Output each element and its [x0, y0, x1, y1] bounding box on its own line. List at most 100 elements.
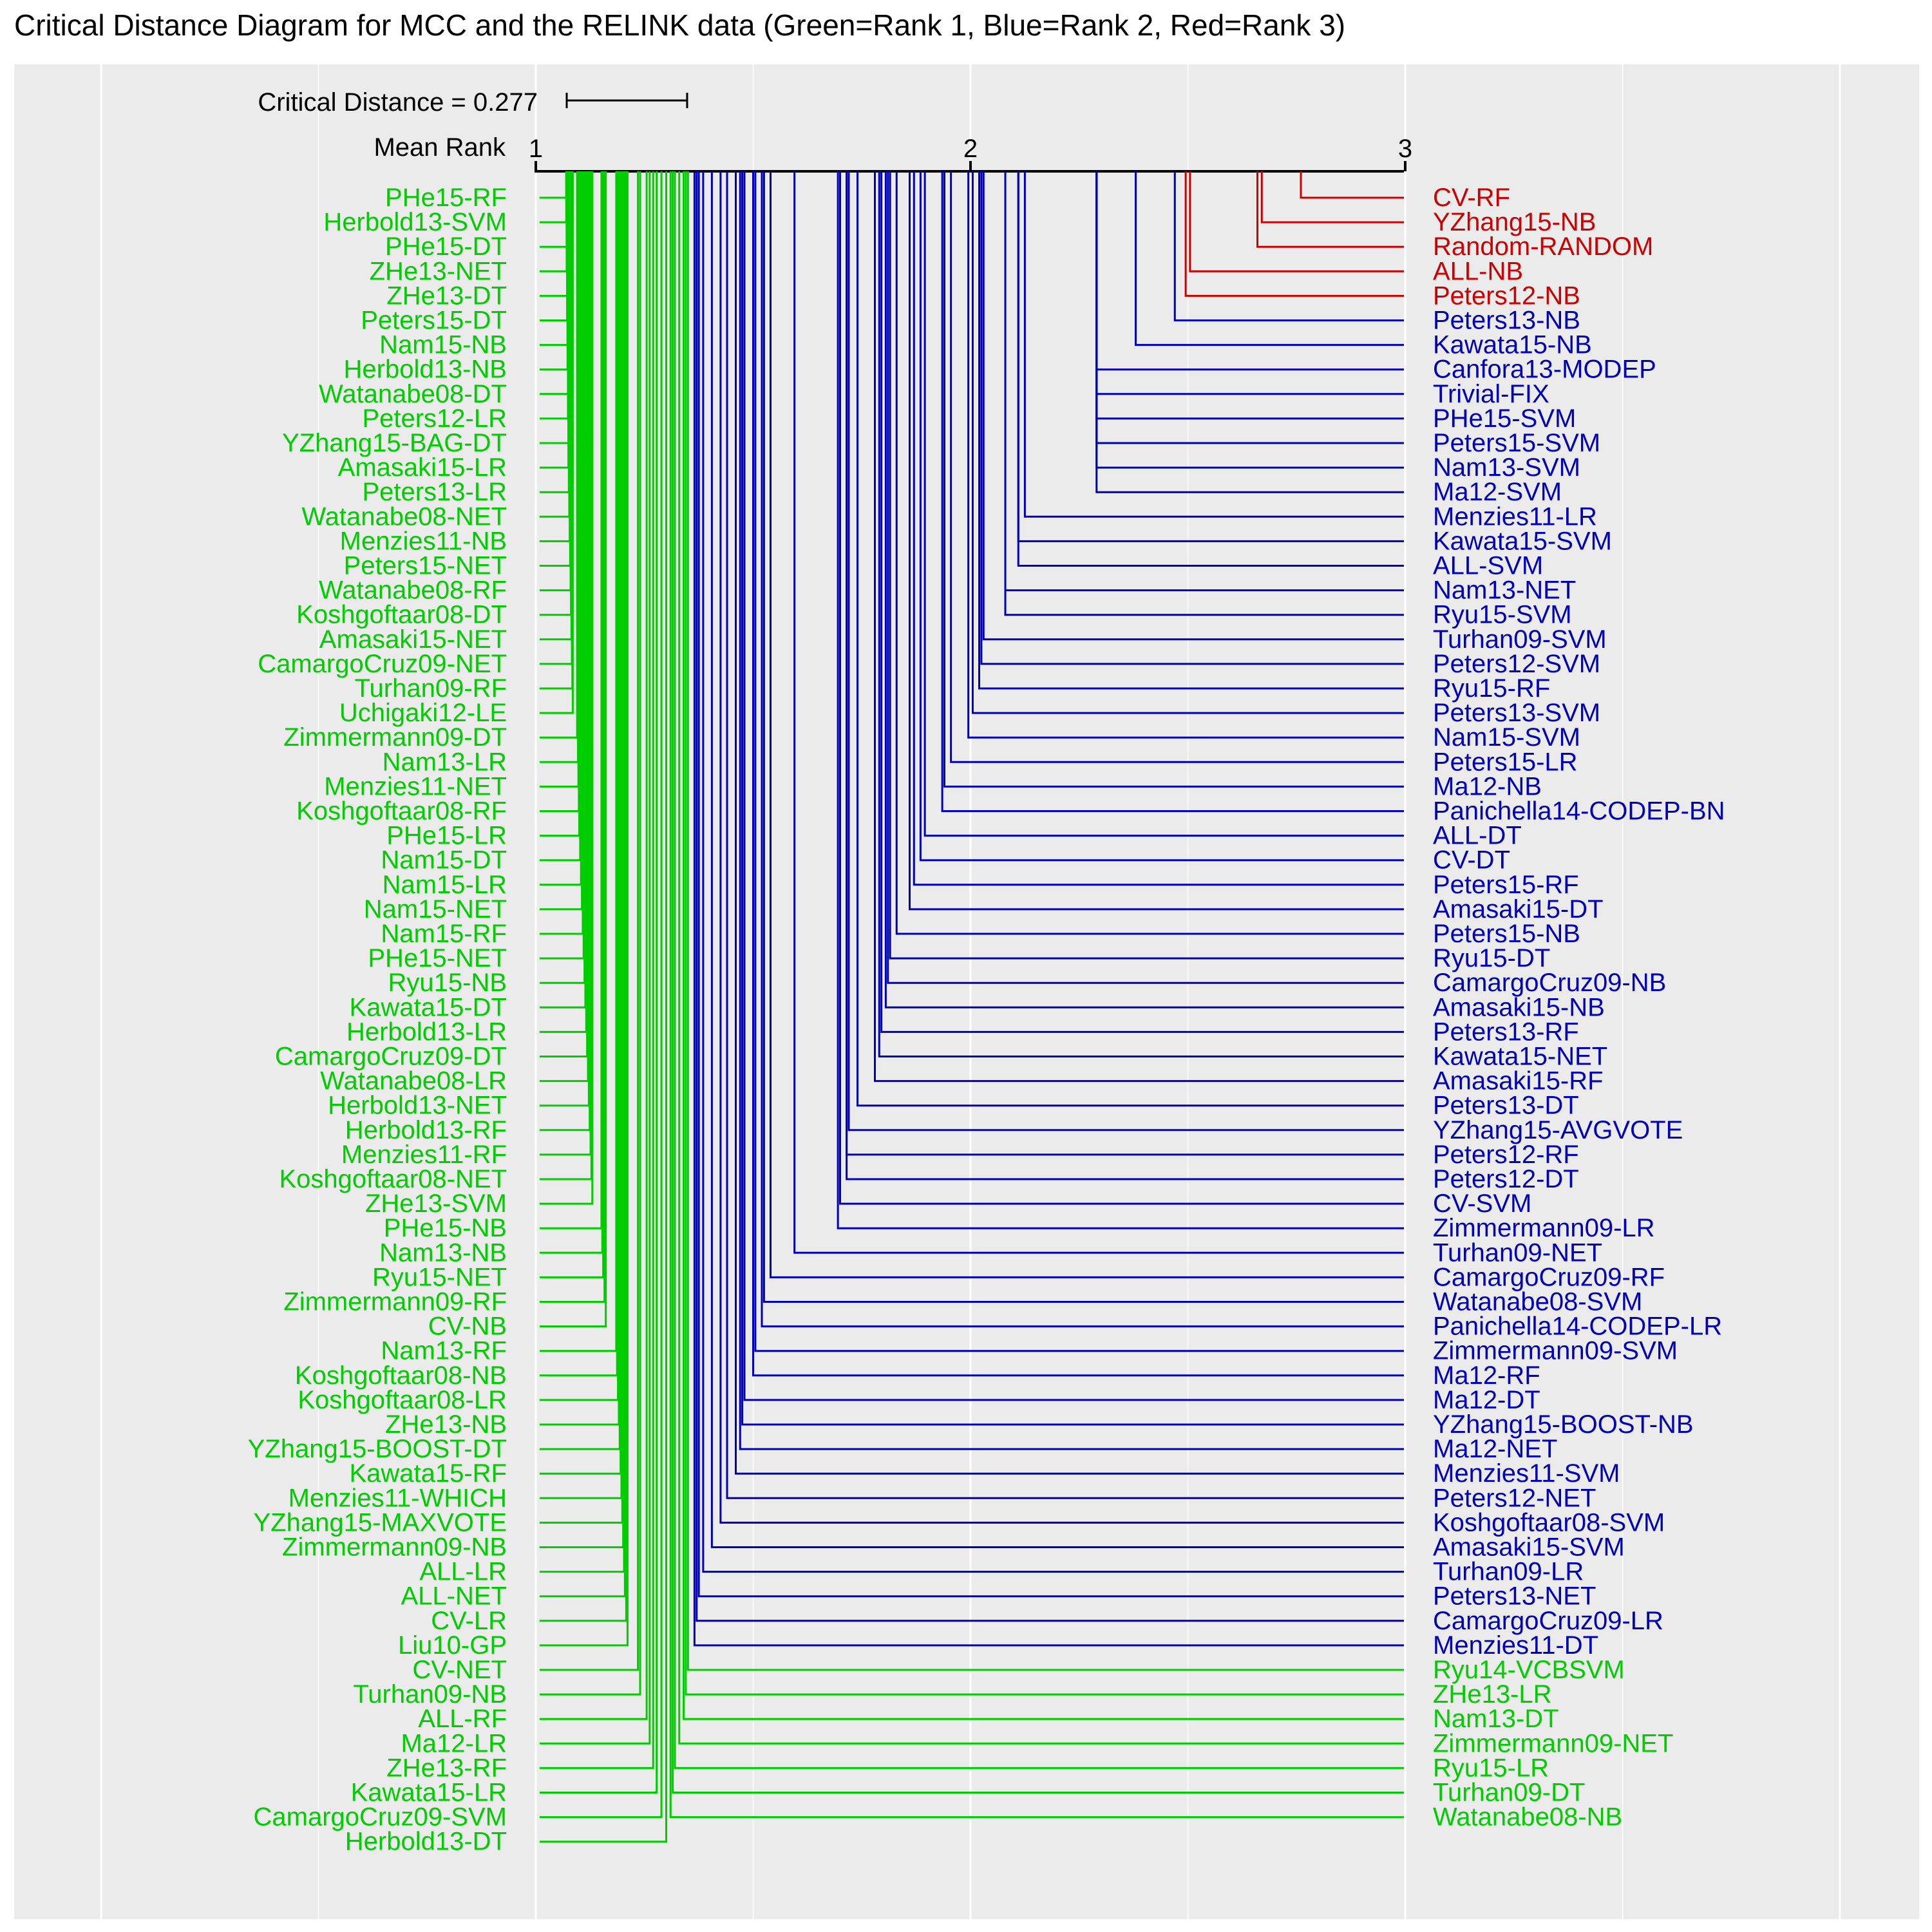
rank-connector-line [669, 171, 1404, 1819]
rank-connector-line [874, 171, 1404, 1083]
rank-connector-line [971, 171, 1404, 714]
method-label: Nam13-NB [379, 1238, 507, 1267]
method-label: Nam15-NET [364, 895, 507, 923]
method-label: Liu10-GP [398, 1631, 507, 1660]
rank-connector-line [839, 171, 1404, 1205]
method-label: CamargoCruz09-NB [1433, 969, 1666, 997]
method-label: ALL-LR [419, 1558, 507, 1586]
method-label: Zimmermann09-RF [283, 1288, 507, 1316]
method-label: Ryu15-DT [1433, 944, 1550, 972]
chart-title: Critical Distance Diagram for MCC and th… [14, 8, 1346, 42]
rank-connector-line [1189, 171, 1404, 272]
rank-connector-line [919, 171, 1404, 862]
rank-connector-line [1004, 171, 1404, 616]
method-label: Uchigaki12-LE [339, 699, 507, 727]
method-label: Amasaki15-DT [1433, 895, 1604, 923]
method-label: CamargoCruz09-RF [1433, 1263, 1665, 1291]
rank-connector-line [702, 171, 1404, 1573]
method-label: Ryu14-VCBSVM [1433, 1656, 1625, 1684]
method-label: Menzies11-WHICH [289, 1484, 507, 1512]
method-label: Peters13-NB [1433, 307, 1580, 335]
method-label: Menzies11-DT [1433, 1631, 1598, 1660]
rank-connector-line [540, 171, 648, 1720]
rank-connector-line [710, 171, 1404, 1548]
rank-connector-line [895, 171, 1404, 935]
rank-connector-line [980, 171, 1404, 665]
method-label: Turhan09-LR [1433, 1558, 1584, 1586]
method-label: Menzies11-RF [341, 1141, 507, 1169]
rank-connector-line [1256, 171, 1404, 248]
method-label: Kawata15-NB [1433, 331, 1592, 359]
method-label: Peters12-RF [1433, 1141, 1579, 1169]
method-label: Amasaki15-LR [338, 453, 507, 482]
method-label: ZHe13-DT [386, 281, 507, 310]
method-label: Zimmermann09-DT [283, 723, 507, 752]
method-label: Kawata15-DT [349, 993, 507, 1021]
rank-connector-line [540, 171, 626, 1598]
method-label: Turhan09-DT [1433, 1779, 1585, 1807]
method-label: Herbold13-NET [328, 1092, 507, 1120]
method-label: Watanabe08-NB [1433, 1803, 1622, 1832]
rank-connector-line [793, 171, 1404, 1254]
method-label: YZhang15-BOOST-DT [248, 1435, 507, 1463]
method-label: ALL-SVM [1433, 552, 1543, 580]
method-label: Herbold13-LR [346, 1018, 507, 1046]
method-label: YZhang15-AVGVOTE [1433, 1116, 1683, 1144]
method-label: ZHe13-RF [386, 1754, 507, 1782]
plot-panel [14, 64, 1919, 1919]
method-label: Ma12-RF [1433, 1361, 1540, 1390]
rank-connector-line [540, 171, 605, 1278]
method-label: Zimmermann09-NB [282, 1533, 507, 1562]
method-label: Turhan09-NB [353, 1680, 507, 1709]
rank-connector-line [741, 171, 1404, 1426]
rank-connector-line [950, 171, 1404, 763]
rank-connector-line [540, 171, 663, 1819]
rank-connector-line [848, 171, 1404, 1132]
method-label: Herbold13-NB [344, 355, 507, 384]
rank-connector-line [770, 171, 1404, 1278]
tick-label: 2 [963, 135, 978, 163]
method-label: Menzies11-NB [340, 527, 507, 555]
method-label: Canfora13-MODEP [1433, 355, 1656, 384]
rank-connector-line [1173, 171, 1404, 321]
method-label: Herbold13-RF [345, 1116, 507, 1144]
method-label: Nam13-LR [383, 748, 507, 776]
method-label: Kawata15-NET [1433, 1043, 1607, 1071]
method-label: Watanabe08-DT [319, 380, 507, 408]
rank-connector-line [726, 171, 1404, 1499]
rank-connector-line [1135, 171, 1404, 346]
rank-connector-line [761, 171, 1404, 1328]
critical-distance-indicator: Critical Distance = 0.277 [258, 88, 688, 117]
rank-connector-line [923, 171, 1404, 837]
critical-distance-label: Critical Distance = 0.277 [258, 88, 538, 117]
rank-connector-line [685, 171, 1404, 1696]
rank-connector-line [739, 171, 1404, 1450]
rank-connector-line [696, 171, 1404, 1622]
method-label: Ma12-LR [401, 1729, 507, 1757]
method-label: Nam15-SVM [1433, 723, 1580, 752]
rank-connector-line [540, 171, 606, 1303]
method-label: ALL-NET [401, 1582, 507, 1611]
method-label: YZhang15-BAG-DT [282, 429, 507, 457]
method-label: Ryu15-NB [388, 969, 507, 997]
method-label: Trivial-FIX [1433, 380, 1549, 408]
method-label: Peters15-NB [1433, 920, 1580, 948]
method-label: Peters12-NET [1433, 1484, 1596, 1512]
method-label: CV-LR [431, 1607, 507, 1635]
method-label: Zimmermann09-SVM [1433, 1337, 1678, 1365]
method-label: Watanabe08-RF [319, 576, 507, 605]
method-label: Kawata15-LR [351, 1779, 507, 1807]
rank-connector-line [540, 171, 654, 1769]
axis-label: Mean Rank [374, 133, 506, 162]
method-label: CamargoCruz09-NET [258, 650, 507, 678]
rank-connector-line [878, 171, 1404, 1057]
method-label: YZhang15-MAXVOTE [254, 1508, 507, 1537]
rank-connector-line [683, 171, 1404, 1720]
method-label: CV-NET [412, 1656, 507, 1684]
method-label: Koshgoftaar08-DT [296, 601, 507, 629]
rank-connector-line [909, 171, 1404, 911]
method-label: Herbold13-SVM [323, 208, 507, 236]
rank-connector-line [1260, 171, 1404, 223]
method-label: YZhang15-NB [1433, 208, 1596, 236]
